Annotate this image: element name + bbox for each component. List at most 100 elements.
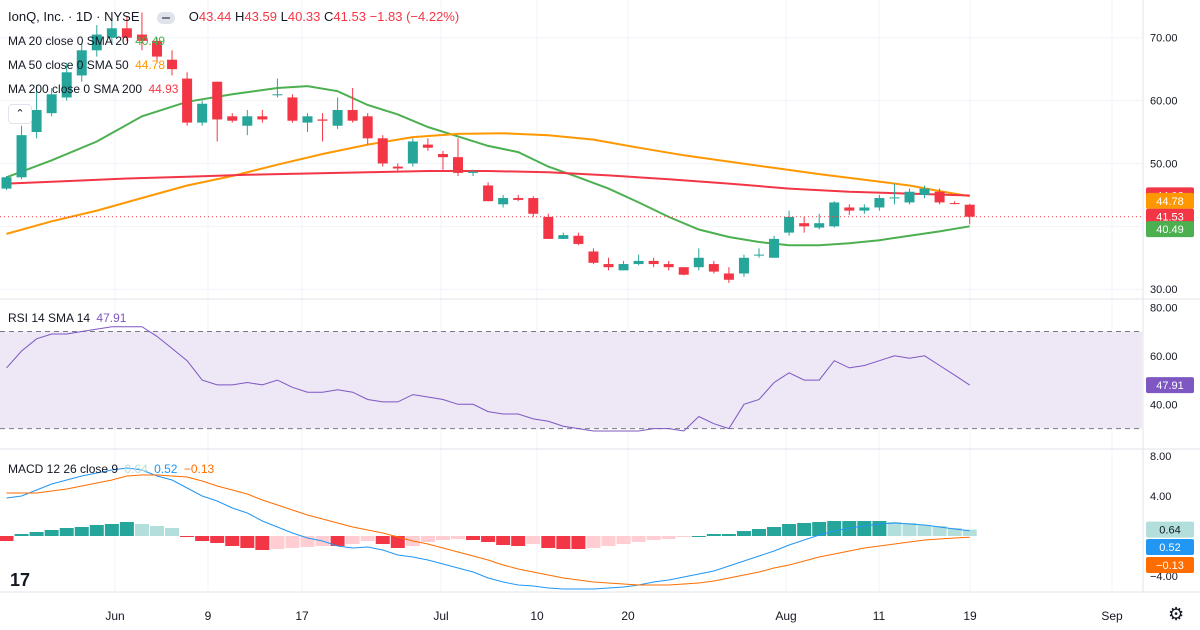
candle-body <box>919 188 930 195</box>
candle-body <box>106 28 117 38</box>
price-scale-badge <box>1146 192 1194 209</box>
candle-body <box>422 144 433 148</box>
macd-histogram-bar <box>29 532 44 536</box>
eye-icon[interactable] <box>157 11 176 24</box>
macd-histogram-bar <box>104 524 119 536</box>
candle-body <box>287 97 298 121</box>
candle-body <box>16 135 27 178</box>
ohlc-low-value: 40.33 <box>287 9 321 24</box>
candle-body <box>829 202 840 227</box>
candle-body <box>784 216 795 233</box>
macd-histogram-bar <box>646 536 661 540</box>
legend-ma20-label: MA 20 close 0 SMA 20 <box>8 34 129 48</box>
candle-body <box>949 203 960 205</box>
candle-body <box>212 81 223 120</box>
legend-ma50[interactable]: MA 50 close 0 SMA 50 44.78 <box>8 58 168 72</box>
macd-histogram-bar <box>616 536 631 544</box>
legend-macd-label: MACD 12 26 close 9 <box>8 462 119 476</box>
legend-macd-signal: −0.13 <box>183 462 215 476</box>
macd-histogram-bar <box>631 536 646 542</box>
macd-histogram-bar <box>767 527 782 536</box>
rsi-scale-badge-label: 47.91 <box>1156 380 1184 392</box>
legend-ma200-value: 44.93 <box>148 82 179 96</box>
macd-histogram-bar <box>420 536 435 542</box>
price-scale-badge-label: 40.49 <box>1156 224 1184 236</box>
macd-histogram-bar <box>210 536 225 543</box>
candle-body <box>197 103 208 123</box>
candle-body <box>272 94 283 96</box>
macd-histogram-bar <box>89 525 104 536</box>
macd-histogram-bar <box>150 526 164 536</box>
candle-body <box>723 273 734 280</box>
legend-rsi-label: RSI 14 SMA 14 <box>8 311 91 325</box>
rsi-scale-badge <box>1146 377 1194 394</box>
ohlc-change: −1.83 (−4.22%) <box>369 9 460 24</box>
legend-macd[interactable]: MACD 12 26 close 9 0.64 0.52 −0.13 <box>8 462 217 476</box>
macd-histogram-bar <box>812 522 827 536</box>
price-scale-badge <box>1146 208 1194 225</box>
macd-histogram-bar <box>496 536 511 545</box>
candle-body <box>588 251 599 263</box>
price-tick-label: 70.00 <box>1150 33 1178 45</box>
candle-body <box>46 94 57 114</box>
macd-histogram-bar <box>752 529 766 536</box>
chevron-up-icon[interactable]: ⌃ <box>8 104 32 124</box>
macd-histogram-bar <box>586 536 601 548</box>
price-tick-label: 60.00 <box>1150 96 1178 108</box>
gear-icon[interactable]: ⚙ <box>1168 604 1185 624</box>
macd-scale-badge <box>1146 521 1194 538</box>
time-tick-label: 20 <box>621 609 635 623</box>
macd-tick-label: −4.00 <box>1150 571 1178 583</box>
ohlc-close-value: 41.53 <box>333 9 366 24</box>
candle-body <box>648 260 659 265</box>
candle-body <box>874 198 885 208</box>
candle-body <box>121 28 132 38</box>
legend-rsi-value: 47.91 <box>96 311 127 325</box>
macd-histogram-bar <box>857 521 872 536</box>
candle-body <box>407 141 418 164</box>
macd-line <box>6 467 970 590</box>
macd-histogram-bar <box>74 527 89 536</box>
macd-histogram-bar <box>932 526 947 536</box>
macd-histogram-bar <box>481 536 496 542</box>
rsi-line <box>6 326 970 432</box>
time-tick-label: 9 <box>205 609 212 623</box>
time-tick-label: 11 <box>873 609 886 623</box>
candle-body <box>302 116 313 123</box>
price-scale-badge <box>1146 221 1194 238</box>
candle-body <box>573 235 584 244</box>
candle-body <box>332 110 343 126</box>
candle-body <box>769 238 780 258</box>
rsi-band <box>0 331 1142 429</box>
candle-body <box>1 177 12 189</box>
tradingview-logo-icon[interactable]: 17 <box>10 570 31 590</box>
macd-histogram-bar <box>119 522 134 536</box>
candle-body <box>362 116 373 139</box>
candle-body <box>91 34 102 51</box>
price-scale-badge-label: 41.53 <box>1156 212 1184 224</box>
ma-line-ma20 <box>6 85 970 247</box>
candle-body <box>678 267 689 275</box>
time-tick-label: Jun <box>105 609 124 623</box>
legend-macd-hist: 0.64 <box>124 462 148 476</box>
candle-body <box>182 78 193 123</box>
legend-ma20[interactable]: MA 20 close 0 SMA 20 40.49 <box>8 34 168 48</box>
candle-body <box>618 264 629 271</box>
candle-body <box>167 59 178 70</box>
candle-body <box>437 154 448 158</box>
legend-rsi[interactable]: RSI 14 SMA 14 47.91 <box>8 311 129 325</box>
macd-histogram-bar <box>360 536 375 541</box>
macd-histogram-bar <box>466 536 481 540</box>
macd-histogram-bar <box>225 536 240 546</box>
candle-body <box>498 198 509 205</box>
macd-histogram-bar <box>255 536 270 550</box>
macd-histogram-bar <box>571 536 586 549</box>
macd-scale-badge <box>1146 557 1194 573</box>
candle-body <box>31 110 42 133</box>
symbol-title[interactable]: IonQ, Inc. · 1D · NYSE <box>8 9 140 24</box>
legend-ma200[interactable]: MA 200 close 0 SMA 200 44.93 <box>8 82 181 96</box>
macd-histogram-bar <box>59 528 74 536</box>
macd-histogram-bar <box>676 536 691 537</box>
candle-body <box>136 34 147 41</box>
